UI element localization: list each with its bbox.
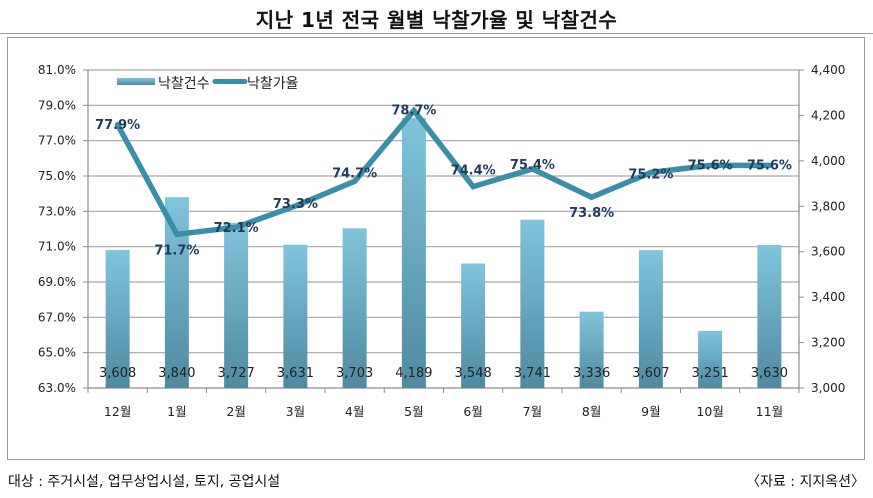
bar (401, 117, 426, 389)
category-label: 4월 (345, 404, 364, 419)
bar-data-label: 3,741 (514, 366, 551, 381)
bar (698, 330, 723, 388)
line-data-label: 72.1% (214, 221, 259, 236)
right-tick-label: 3,000 (811, 381, 845, 395)
bar-data-label: 3,548 (455, 366, 492, 381)
axes (87, 70, 800, 393)
right-tick-label: 4,000 (811, 154, 845, 168)
left-tick-label: 67.0% (38, 310, 76, 324)
bar-data-label: 3,727 (218, 366, 255, 381)
left-tick-label: 69.0% (38, 275, 76, 289)
gridlines (88, 69, 799, 354)
bar-data-label: 3,840 (158, 366, 195, 381)
category-label: 7월 (523, 404, 542, 419)
category-label: 5월 (404, 404, 423, 419)
footer-scope-note: 대상 : 주거시설, 업무상업시설, 토지, 공업시설 (8, 474, 281, 490)
bar (164, 197, 189, 388)
line-data-label: 78.7% (391, 104, 436, 119)
bar (224, 222, 249, 388)
line-data-label: 75.4% (510, 158, 555, 173)
bar-data-label: 3,631 (277, 366, 314, 381)
left-tick-label: 81.0% (38, 63, 76, 77)
bar-data-label: 3,251 (692, 366, 729, 381)
right-tick-label: 4,400 (811, 63, 845, 77)
title-divider (0, 33, 873, 34)
bar-data-label: 3,630 (751, 366, 788, 381)
line-series (114, 106, 773, 238)
line-data-label: 75.6% (688, 158, 733, 173)
left-tick-label: 71.0% (38, 240, 76, 254)
left-tick-label: 75.0% (38, 169, 76, 183)
category-label: 1월 (167, 404, 186, 419)
category-label: 12월 (104, 404, 131, 419)
category-label: 9월 (641, 404, 660, 419)
line-data-label: 73.3% (273, 197, 318, 212)
legend: 낙찰건수 낙찰가율 (117, 76, 299, 92)
category-label: 6월 (463, 404, 482, 419)
bar (461, 263, 486, 388)
bar-data-label: 3,703 (336, 366, 373, 381)
bar-data-label: 3,608 (99, 366, 136, 381)
line-data-label: 73.8% (569, 206, 614, 221)
bar (105, 249, 130, 388)
bar-data-label: 4,189 (395, 366, 432, 381)
line-path (114, 106, 773, 238)
category-label: 2월 (226, 404, 245, 419)
bar (638, 250, 663, 388)
left-tick-label: 73.0% (38, 204, 76, 218)
bar (579, 311, 604, 388)
legend-label-line: 낙찰가율 (247, 76, 299, 92)
legend-label-bar: 낙찰건수 (158, 76, 210, 92)
footer-source-note: 〈자료 : 지지옥션〉 (746, 474, 865, 490)
right-axis-ticks: 3,000 3,200 3,400 3,600 3,800 4,000 4,200 4,400 (799, 63, 845, 395)
right-tick-label: 3,200 (811, 336, 845, 350)
bar (757, 244, 782, 388)
bar (520, 219, 545, 388)
right-tick-label: 3,800 (811, 199, 845, 213)
bar-data-label: 3,607 (632, 366, 669, 381)
category-label: 3월 (286, 404, 305, 419)
line-data-label: 71.7% (154, 243, 199, 258)
chart-title: 지난 1년 전국 월별 낙찰가율 및 낙찰건수 (255, 8, 618, 32)
line-data-label: 74.7% (332, 166, 377, 181)
left-tick-label: 63.0% (38, 381, 76, 395)
chart-frame (7, 37, 865, 460)
right-tick-label: 3,600 (811, 245, 845, 259)
bar-labels: 3,608 3,840 3,727 3,631 3,703 4,189 3,548 3,741… (99, 366, 788, 381)
left-tick-label: 79.0% (38, 98, 76, 112)
category-label: 11월 (756, 404, 783, 419)
line-data-label: 77.9% (95, 118, 140, 133)
line-data-label: 75.6% (747, 158, 792, 173)
legend-swatch-bar (117, 78, 155, 85)
right-tick-label: 3,400 (811, 290, 845, 304)
line-data-label: 74.4% (451, 164, 496, 179)
bar (283, 244, 308, 388)
bar-data-label: 3,336 (573, 366, 610, 381)
category-labels: 12월 1월 2월 3월 4월 5월 6월 7월 8월 9월 10월 11월 (104, 404, 783, 419)
left-tick-label: 77.0% (38, 134, 76, 148)
bar (342, 228, 367, 388)
right-tick-label: 4,200 (811, 108, 845, 122)
bar-series (105, 117, 782, 389)
left-axis-ticks: 63.0% 65.0% 67.0% 69.0% 71.0% 73.0% 75.0% 77.0%… (38, 63, 88, 395)
category-label: 8월 (582, 404, 601, 419)
left-tick-label: 65.0% (38, 346, 76, 360)
line-labels: 77.9% 71.7% 72.1% 73.3% 74.7% 78.7% 74.4% 75.4%… (95, 104, 792, 259)
category-label: 10월 (696, 404, 723, 419)
line-data-label: 75.2% (628, 167, 673, 182)
